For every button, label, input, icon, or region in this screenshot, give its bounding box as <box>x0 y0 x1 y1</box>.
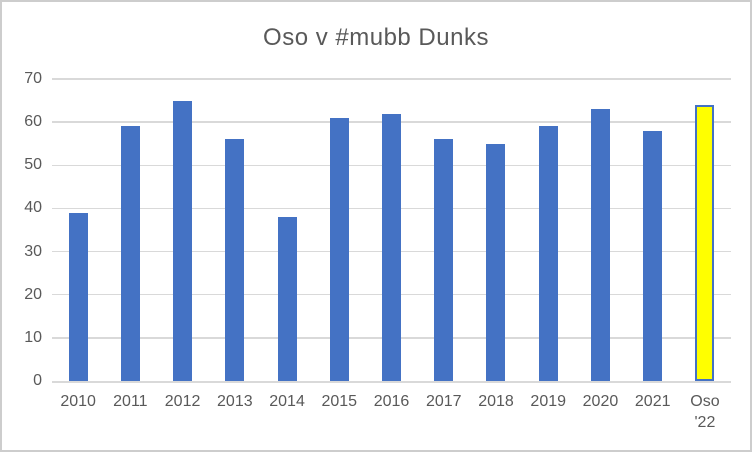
y-tick-label-40: 40 <box>24 199 42 217</box>
y-tick-label-50: 50 <box>24 156 42 174</box>
x-tick-label-2019: 2019 <box>530 393 567 410</box>
x-axis: 2010 2011 2012 2013 2014 2015 2016 2017 2018 2019… <box>52 391 731 433</box>
bar-2012 <box>173 100 193 381</box>
bar-2014 <box>277 217 297 381</box>
bar-2019 <box>538 126 558 381</box>
chart-title: Oso v #mubb Dunks <box>263 24 489 51</box>
x-tick-label-2015: 2015 <box>321 393 358 410</box>
bar-2021 <box>643 130 663 381</box>
bar-2017 <box>434 139 454 381</box>
gridline-70 <box>52 78 731 80</box>
bar-2011 <box>120 126 140 381</box>
x-tick-label-2021: 2021 <box>634 393 671 410</box>
y-tick-label-0: 0 <box>33 372 42 389</box>
x-tick-label-2017: 2017 <box>425 393 462 410</box>
bar-2013 <box>225 139 245 381</box>
bar-2015 <box>329 117 349 381</box>
x-tick-label-2014: 2014 <box>269 393 305 410</box>
x-tick-label-oso-22: Oso '22 <box>690 393 720 431</box>
bar-2016 <box>382 113 401 381</box>
x-tick-label-2011: 2011 <box>113 393 148 410</box>
bar-oso-22 <box>695 104 715 381</box>
bar-2020 <box>590 109 610 381</box>
x-tick-label-2016: 2016 <box>373 393 410 410</box>
plot-area <box>52 78 731 383</box>
y-tick-label-70: 70 <box>24 70 42 87</box>
x-tick-label-2012: 2012 <box>164 393 201 410</box>
x-tick-label-2018: 2018 <box>478 393 514 410</box>
y-tick-label-30: 30 <box>24 242 42 260</box>
x-tick-label-2020: 2020 <box>582 393 619 410</box>
y-tick-label-60: 60 <box>24 113 42 131</box>
y-tick-label-10: 10 <box>24 328 42 346</box>
bar-2010 <box>68 212 88 381</box>
bar-2018 <box>486 143 506 381</box>
y-tick-label-20: 20 <box>24 285 42 303</box>
x-tick-label-2010: 2010 <box>60 393 96 410</box>
x-tick-label-2013: 2013 <box>217 393 253 410</box>
